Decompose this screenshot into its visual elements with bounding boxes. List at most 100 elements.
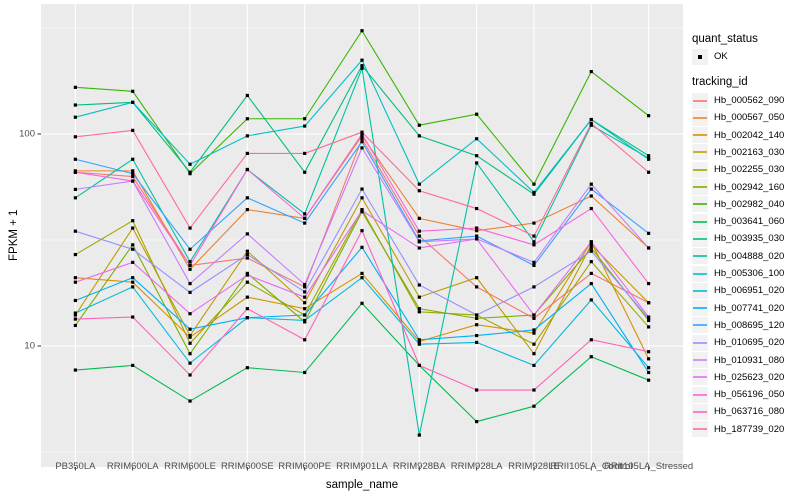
data-point — [360, 276, 364, 280]
data-point — [417, 134, 421, 138]
black-square-point-icon — [698, 54, 702, 59]
legend-line-icon — [693, 272, 707, 275]
data-point — [245, 134, 249, 138]
legend-item-label: Hb_000562_090 — [714, 95, 785, 106]
legend-key-swatch — [692, 179, 708, 195]
legend-key-ok — [692, 48, 708, 65]
legend-item-Hb_002042_140: Hb_002042_140 — [692, 127, 784, 144]
data-point — [475, 285, 479, 289]
data-point — [360, 196, 364, 200]
data-point — [417, 123, 421, 127]
data-point — [360, 301, 364, 305]
data-point — [131, 260, 135, 264]
data-point — [532, 243, 536, 247]
legend-item-Hb_005306_100: Hb_005306_100 — [692, 265, 784, 282]
legend-line-icon — [693, 203, 707, 206]
x-tick-label: RRIM928LE — [508, 461, 560, 472]
data-point — [475, 340, 479, 344]
legend-key-swatch — [692, 300, 708, 317]
data-point — [417, 363, 421, 368]
data-point — [647, 357, 651, 361]
data-point — [188, 399, 192, 403]
data-point — [417, 339, 421, 344]
legend-item-Hb_004888_020: Hb_004888_020 — [692, 248, 784, 265]
legend-key-swatch — [692, 403, 708, 420]
data-point — [532, 316, 536, 320]
legend-line-icon — [693, 324, 707, 327]
legend-item-label: OK — [714, 51, 728, 62]
legend-item-ok: OK — [692, 48, 728, 65]
data-point — [245, 249, 249, 253]
data-point — [303, 216, 307, 220]
data-point — [647, 231, 651, 235]
data-point — [589, 243, 593, 247]
legend-item-label: Hb_008695_120 — [714, 319, 785, 331]
data-point — [532, 263, 536, 267]
data-point — [532, 388, 536, 392]
legend-key-swatch — [692, 161, 708, 178]
x-tick-label: RRII105LA_Control — [550, 461, 633, 472]
legend-line-icon — [693, 393, 707, 396]
legend-key-swatch — [692, 421, 708, 438]
data-point — [188, 226, 192, 230]
data-point — [73, 323, 77, 328]
data-point — [360, 66, 364, 70]
data-point — [417, 216, 421, 220]
data-point — [73, 170, 77, 174]
data-point — [647, 281, 651, 286]
data-point — [303, 117, 307, 121]
legend-key-swatch — [692, 317, 708, 334]
legend-item-label: Hb_000567_050 — [714, 112, 785, 124]
data-point — [589, 249, 593, 253]
legend-item-label: Hb_007741_020 — [714, 302, 785, 314]
legend-line-icon — [693, 255, 707, 258]
data-point — [589, 182, 593, 186]
data-point — [647, 350, 651, 354]
data-point — [532, 363, 536, 368]
data-point — [647, 154, 651, 158]
legend-line-icon — [693, 341, 707, 344]
data-point — [532, 221, 536, 225]
legend-item-label: Hb_002042_140 — [714, 129, 785, 141]
data-point — [131, 243, 135, 247]
data-point — [73, 368, 77, 372]
x-tick-label: RRIM928BA — [392, 461, 446, 472]
legend-item-Hb_187739_020: Hb_187739_020 — [692, 421, 784, 438]
data-point — [417, 246, 421, 250]
data-point — [188, 341, 192, 345]
data-point — [475, 161, 479, 165]
data-point — [188, 170, 192, 174]
legend-key-swatch — [692, 352, 708, 368]
data-point — [303, 307, 307, 311]
data-point — [188, 263, 192, 267]
data-point — [73, 187, 77, 191]
data-point — [647, 114, 651, 118]
data-point — [131, 219, 135, 223]
data-point — [188, 352, 192, 356]
legend-line-icon — [693, 99, 707, 102]
data-point — [475, 237, 479, 241]
data-point — [647, 318, 651, 323]
data-point — [417, 338, 421, 342]
legend-key-swatch — [692, 196, 708, 213]
data-point — [245, 196, 249, 200]
legend-item-Hb_010931_080: Hb_010931_080 — [692, 352, 784, 369]
data-point — [73, 311, 77, 315]
data-point — [475, 276, 479, 280]
legend-item-label: Hb_063716_080 — [714, 406, 785, 418]
legend-key-swatch — [692, 386, 708, 403]
data-point — [303, 318, 307, 323]
y-tick-label: 100 — [19, 128, 35, 140]
legend-item-Hb_056196_050: Hb_056196_050 — [692, 386, 784, 403]
data-point — [188, 312, 192, 316]
data-point — [303, 151, 307, 156]
data-point — [131, 276, 135, 280]
data-point — [417, 342, 421, 346]
data-point — [188, 335, 192, 339]
legend-item-label: Hb_010931_080 — [714, 354, 785, 366]
data-point — [589, 260, 593, 264]
legend-key-swatch — [692, 127, 708, 144]
data-point — [131, 172, 135, 176]
legend-item-Hb_010695_020: Hb_010695_020 — [692, 334, 784, 351]
legend-item-Hb_006951_020: Hb_006951_020 — [692, 282, 784, 299]
